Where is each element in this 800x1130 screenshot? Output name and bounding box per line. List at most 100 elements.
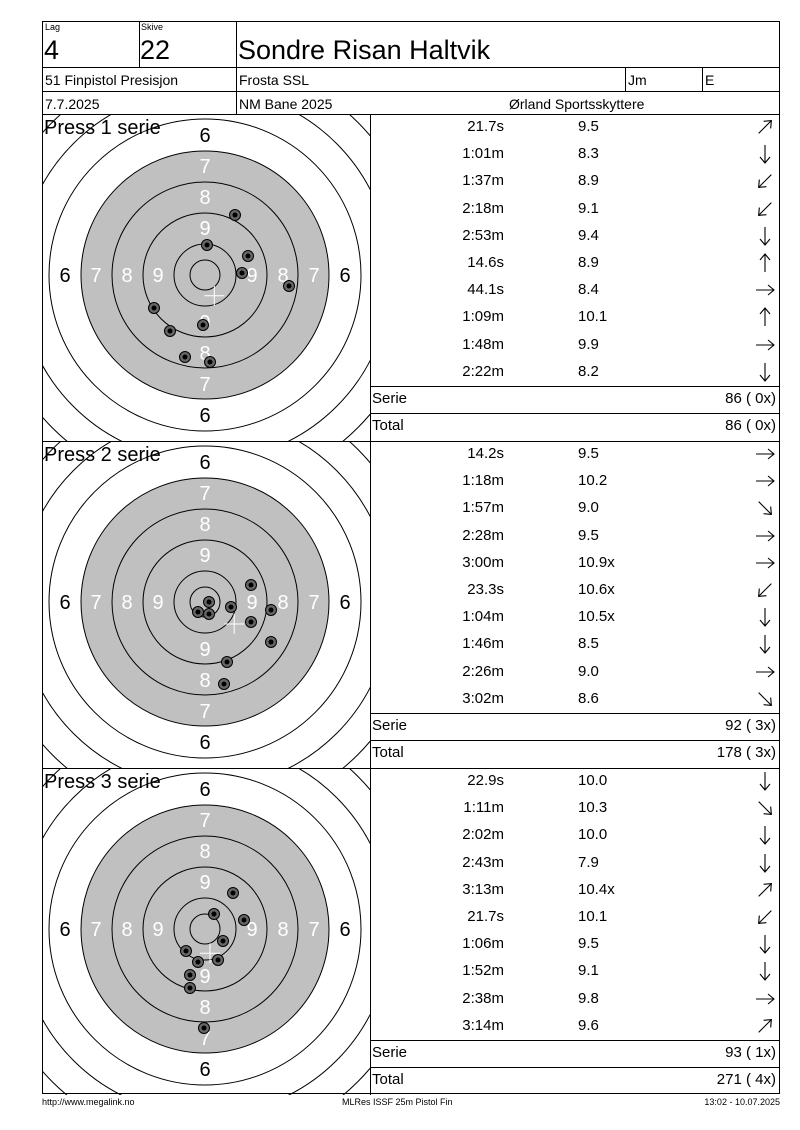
hit-center	[220, 938, 226, 944]
shot-score: 9.0	[578, 662, 599, 680]
target-ring-7	[111, 835, 299, 1023]
shot-row: 21.7s 10.1	[370, 904, 778, 931]
shot-time: 22.9s	[467, 772, 504, 789]
ring-label-6: 6	[59, 265, 70, 287]
total-sum-label: Total	[372, 417, 404, 434]
competition-date: 7.7.2025	[45, 96, 100, 112]
shot-score: 10.1	[578, 308, 608, 326]
shot-time: 2:38m	[462, 989, 504, 1007]
ring-label-8: 8	[199, 343, 210, 365]
hit-center	[200, 322, 206, 328]
footer-url: http://www.megalink.no	[42, 1097, 135, 1107]
target-ring-6	[80, 804, 330, 1054]
hit-center	[195, 959, 201, 965]
lag-label: Lag	[45, 22, 61, 32]
shot-row: 14.6s 8.9	[370, 250, 778, 277]
hit-center	[248, 582, 254, 588]
shot-time: 1:37m	[462, 172, 504, 190]
shot-time: 1:46m	[462, 635, 504, 653]
ring-label-8: 8	[199, 187, 210, 209]
shot-list: 14.2s 9.5 1:18m 10.2 1:57m 9.0 2:28m 9.5 3:00m 10…	[370, 441, 779, 713]
shot-row: 1:37m 8.9	[370, 168, 778, 195]
shot-direction-arrow-icon	[758, 201, 772, 216]
shot-time: 2:22m	[462, 362, 504, 380]
shot-direction-arrow-icon	[756, 475, 775, 487]
shot-time: 3:13m	[462, 880, 504, 898]
shot-row: 1:11m 10.3	[370, 795, 778, 822]
shot-score: 10.1	[578, 908, 608, 925]
serie-sum-label: Serie	[372, 1044, 408, 1061]
ring-label-6: 6	[199, 405, 210, 427]
shot-direction-arrow-icon	[758, 801, 772, 816]
hit-center	[204, 242, 210, 248]
ring-label-8: 8	[277, 265, 288, 287]
shot-direction-arrow-icon	[756, 448, 775, 460]
total-sum-row: Total 271 ( 4x)	[370, 1067, 779, 1094]
shot-direction-arrow-icon	[758, 501, 772, 516]
shot-direction-arrow-icon	[759, 853, 771, 873]
hit-center	[286, 283, 292, 289]
shot-row: 2:53m 9.4	[370, 223, 778, 250]
shot-score: 7.9	[578, 853, 599, 871]
shot-direction-arrow-icon	[759, 962, 771, 982]
ring-label-8: 8	[121, 592, 132, 614]
shot-time: 1:48m	[462, 335, 504, 353]
shot-direction-arrow-icon	[758, 174, 772, 189]
total-sum-label: Total	[372, 1071, 404, 1088]
ring-label-6: 6	[199, 125, 210, 147]
shot-score: 9.1	[578, 199, 599, 217]
hit-center	[206, 599, 212, 605]
total-sum-row: Total 86 ( 0x)	[370, 413, 779, 440]
event-name: 51 Finpistol Presisjon	[45, 72, 179, 88]
series-title: Press 3 serie	[44, 771, 161, 793]
hit-center	[239, 270, 245, 276]
shot-direction-arrow-icon	[756, 993, 775, 1005]
organizer-name: Ørland Sportsskyttere	[509, 96, 645, 112]
shot-score: 8.9	[578, 254, 599, 271]
target-ring-8	[142, 212, 268, 338]
ring-label-8: 8	[199, 670, 210, 692]
serie-sum-value: 86 ( 0x)	[725, 390, 776, 407]
footer-software: MLRes ISSF 25m Pistol Fin	[342, 1097, 453, 1107]
shot-time: 2:26m	[462, 662, 504, 680]
hit-center	[183, 948, 189, 954]
shot-time: 3:14m	[462, 1016, 504, 1034]
shot-score: 8.3	[578, 145, 599, 163]
shot-score: 10.4x	[578, 880, 615, 898]
hit-center	[207, 359, 213, 365]
target-ring-8	[142, 866, 268, 992]
shot-time: 3:02m	[462, 689, 504, 707]
shot-score: 9.0	[578, 499, 599, 517]
ring-label-7: 7	[90, 592, 101, 614]
shot-time: 14.6s	[467, 254, 504, 271]
hit-center	[187, 972, 193, 978]
hit-center	[221, 681, 227, 687]
ring-label-9: 9	[199, 966, 210, 988]
shot-row: 23.3s 10.6x	[370, 577, 778, 604]
serie-sum-value: 92 ( 3x)	[725, 717, 776, 734]
hit-center	[151, 305, 157, 311]
target-ring-5	[48, 445, 362, 759]
shot-direction-arrow-icon	[759, 608, 771, 628]
shot-score: 9.5	[578, 445, 599, 462]
shot-direction-arrow-icon	[759, 635, 771, 655]
ring-label-9: 9	[152, 919, 163, 941]
serie-sum-value: 93 ( 1x)	[725, 1044, 776, 1061]
shot-direction-arrow-icon	[758, 692, 772, 706]
shot-score: 9.5	[578, 935, 599, 953]
target-ring-7	[111, 508, 299, 696]
shot-row: 2:02m 10.0	[370, 822, 778, 849]
shot-time: 14.2s	[467, 445, 504, 462]
ring-label-9: 9	[199, 639, 210, 661]
shot-row: 1:18m 10.2	[370, 468, 778, 495]
target-ring-6	[80, 150, 330, 400]
shot-score: 8.9	[578, 172, 599, 190]
class-label: Jm	[628, 72, 647, 88]
shot-direction-arrow-icon	[759, 935, 771, 955]
shot-row: 1:06m 9.5	[370, 931, 778, 958]
shot-time: 3:00m	[462, 553, 504, 571]
serie-sum-row: Serie 93 ( 1x)	[370, 1040, 779, 1067]
shot-row: 44.1s 8.4	[370, 277, 778, 304]
lag-value: 4	[44, 36, 60, 64]
